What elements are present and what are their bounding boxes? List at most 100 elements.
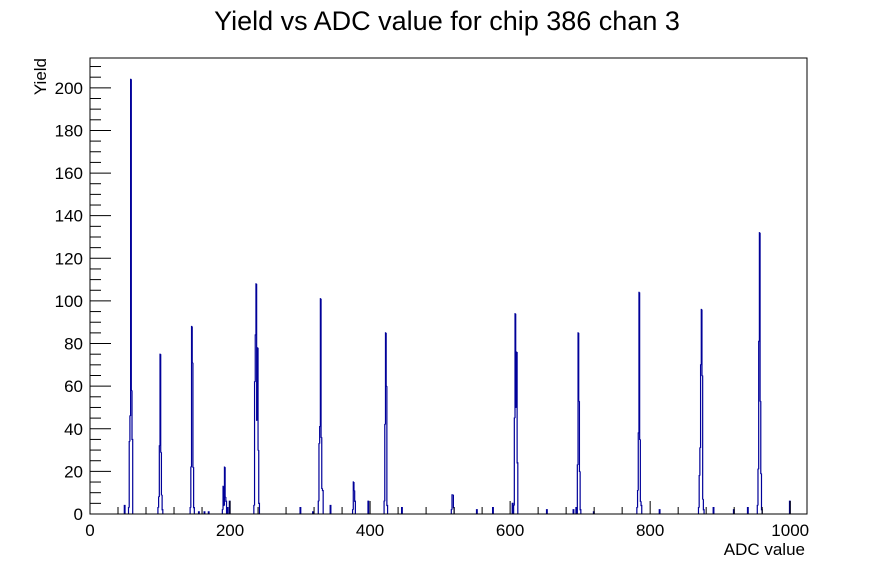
histogram-bin — [223, 486, 225, 507]
y-tick-label: 140 — [55, 207, 83, 226]
x-tick-label: 800 — [636, 521, 664, 540]
x-tick-label: 200 — [216, 521, 244, 540]
x-tick-label: 0 — [85, 521, 94, 540]
histogram-bin — [131, 390, 134, 514]
y-tick-label: 100 — [55, 292, 83, 311]
histogram-bin — [697, 507, 700, 514]
histogram-bin — [383, 500, 385, 514]
histogram-bin — [384, 423, 386, 502]
histogram-bin — [385, 332, 387, 387]
histogram-bin — [575, 507, 578, 514]
histogram-bin — [224, 467, 226, 498]
y-axis-label: Yield — [31, 58, 50, 95]
histogram-bin — [658, 509, 661, 514]
histogram-bin — [190, 466, 192, 508]
histogram-bin — [475, 509, 478, 514]
histogram-bin — [129, 415, 131, 442]
histogram-bin — [699, 447, 701, 476]
histogram-bin — [712, 507, 715, 514]
histogram-bin — [759, 232, 761, 402]
histogram-bin — [329, 504, 332, 514]
y-tick-label: 60 — [64, 377, 83, 396]
histogram-bin — [258, 450, 261, 514]
histogram-bin — [320, 298, 322, 438]
histogram-bin — [451, 494, 453, 510]
histogram-bin — [579, 471, 582, 514]
histogram-bin — [572, 509, 575, 514]
y-tick-label: 0 — [74, 505, 83, 524]
histogram-bin — [321, 488, 324, 514]
axes: 0 200 400 600 800 1000 0 20 40 60 80 100 120 140 160 18… — [55, 66, 809, 540]
histogram-bin — [158, 445, 161, 497]
histogram-bin — [189, 507, 191, 514]
histogram-bin — [257, 347, 259, 451]
histogram-bin — [578, 332, 580, 402]
histogram-bin — [636, 507, 638, 514]
histogram-bin — [450, 509, 453, 514]
histogram-bin — [700, 308, 702, 365]
histogram-bin — [318, 443, 320, 502]
histogram-bin — [353, 482, 355, 492]
histogram-bars — [123, 78, 791, 514]
histogram-bin — [127, 507, 130, 514]
histogram-bin — [639, 439, 642, 502]
histogram-bin — [123, 504, 126, 514]
histogram-bin — [128, 440, 130, 508]
histogram-bin — [160, 354, 162, 453]
histogram-bin — [158, 496, 160, 508]
histogram-bin — [317, 500, 319, 514]
histogram-bin — [636, 489, 639, 508]
histogram-bin — [203, 511, 206, 514]
histogram-bin — [702, 375, 704, 500]
chart-title: Yield vs ADC value for chip 386 chan 3 — [214, 6, 680, 36]
histogram-bin — [492, 507, 494, 514]
y-tick-label: 80 — [64, 335, 83, 354]
histogram-bin — [253, 381, 256, 506]
histogram-bin — [400, 507, 403, 514]
x-tick-label: 400 — [356, 521, 384, 540]
histogram-bin — [699, 364, 702, 448]
y-tick-label: 200 — [55, 79, 83, 98]
histogram-bin — [756, 504, 758, 514]
histogram-bin — [157, 507, 159, 514]
histogram-bin — [193, 467, 195, 514]
histogram-bin — [255, 283, 257, 336]
histogram-bin — [130, 79, 133, 392]
histogram-bin — [254, 334, 256, 382]
histogram-bin — [352, 481, 354, 510]
histogram-bin — [319, 426, 321, 444]
histogram-bin — [515, 313, 517, 409]
histogram-bin — [545, 509, 548, 514]
histogram-bin — [197, 511, 200, 514]
histogram-bin — [513, 417, 516, 506]
histogram-bin — [639, 292, 641, 441]
x-tick-label: 1000 — [771, 521, 809, 540]
histogram-bin — [192, 362, 194, 468]
y-tick-label: 160 — [55, 164, 83, 183]
histogram-bin — [637, 432, 639, 491]
histogram-bin — [225, 496, 228, 514]
histogram-bin — [299, 507, 302, 514]
histogram-bin — [354, 490, 356, 514]
histogram-bin — [319, 298, 322, 427]
histogram-bin — [221, 509, 224, 514]
histogram-bin — [130, 78, 132, 416]
y-tick-label: 120 — [55, 249, 83, 268]
histogram-bin — [515, 351, 518, 408]
histogram-bin — [253, 504, 255, 514]
histogram-bin — [191, 326, 193, 364]
histogram-bin — [161, 494, 164, 514]
histogram-bin — [256, 283, 258, 421]
histogram-bin — [698, 475, 700, 508]
histogram-bin — [758, 340, 760, 470]
histogram-bin — [256, 347, 259, 421]
histogram-bin — [757, 468, 759, 506]
plot-frame — [89, 57, 808, 515]
histogram-bin — [640, 501, 643, 514]
histogram-bin — [702, 499, 705, 514]
histogram-bin — [321, 437, 323, 490]
histogram-bin — [576, 464, 579, 514]
